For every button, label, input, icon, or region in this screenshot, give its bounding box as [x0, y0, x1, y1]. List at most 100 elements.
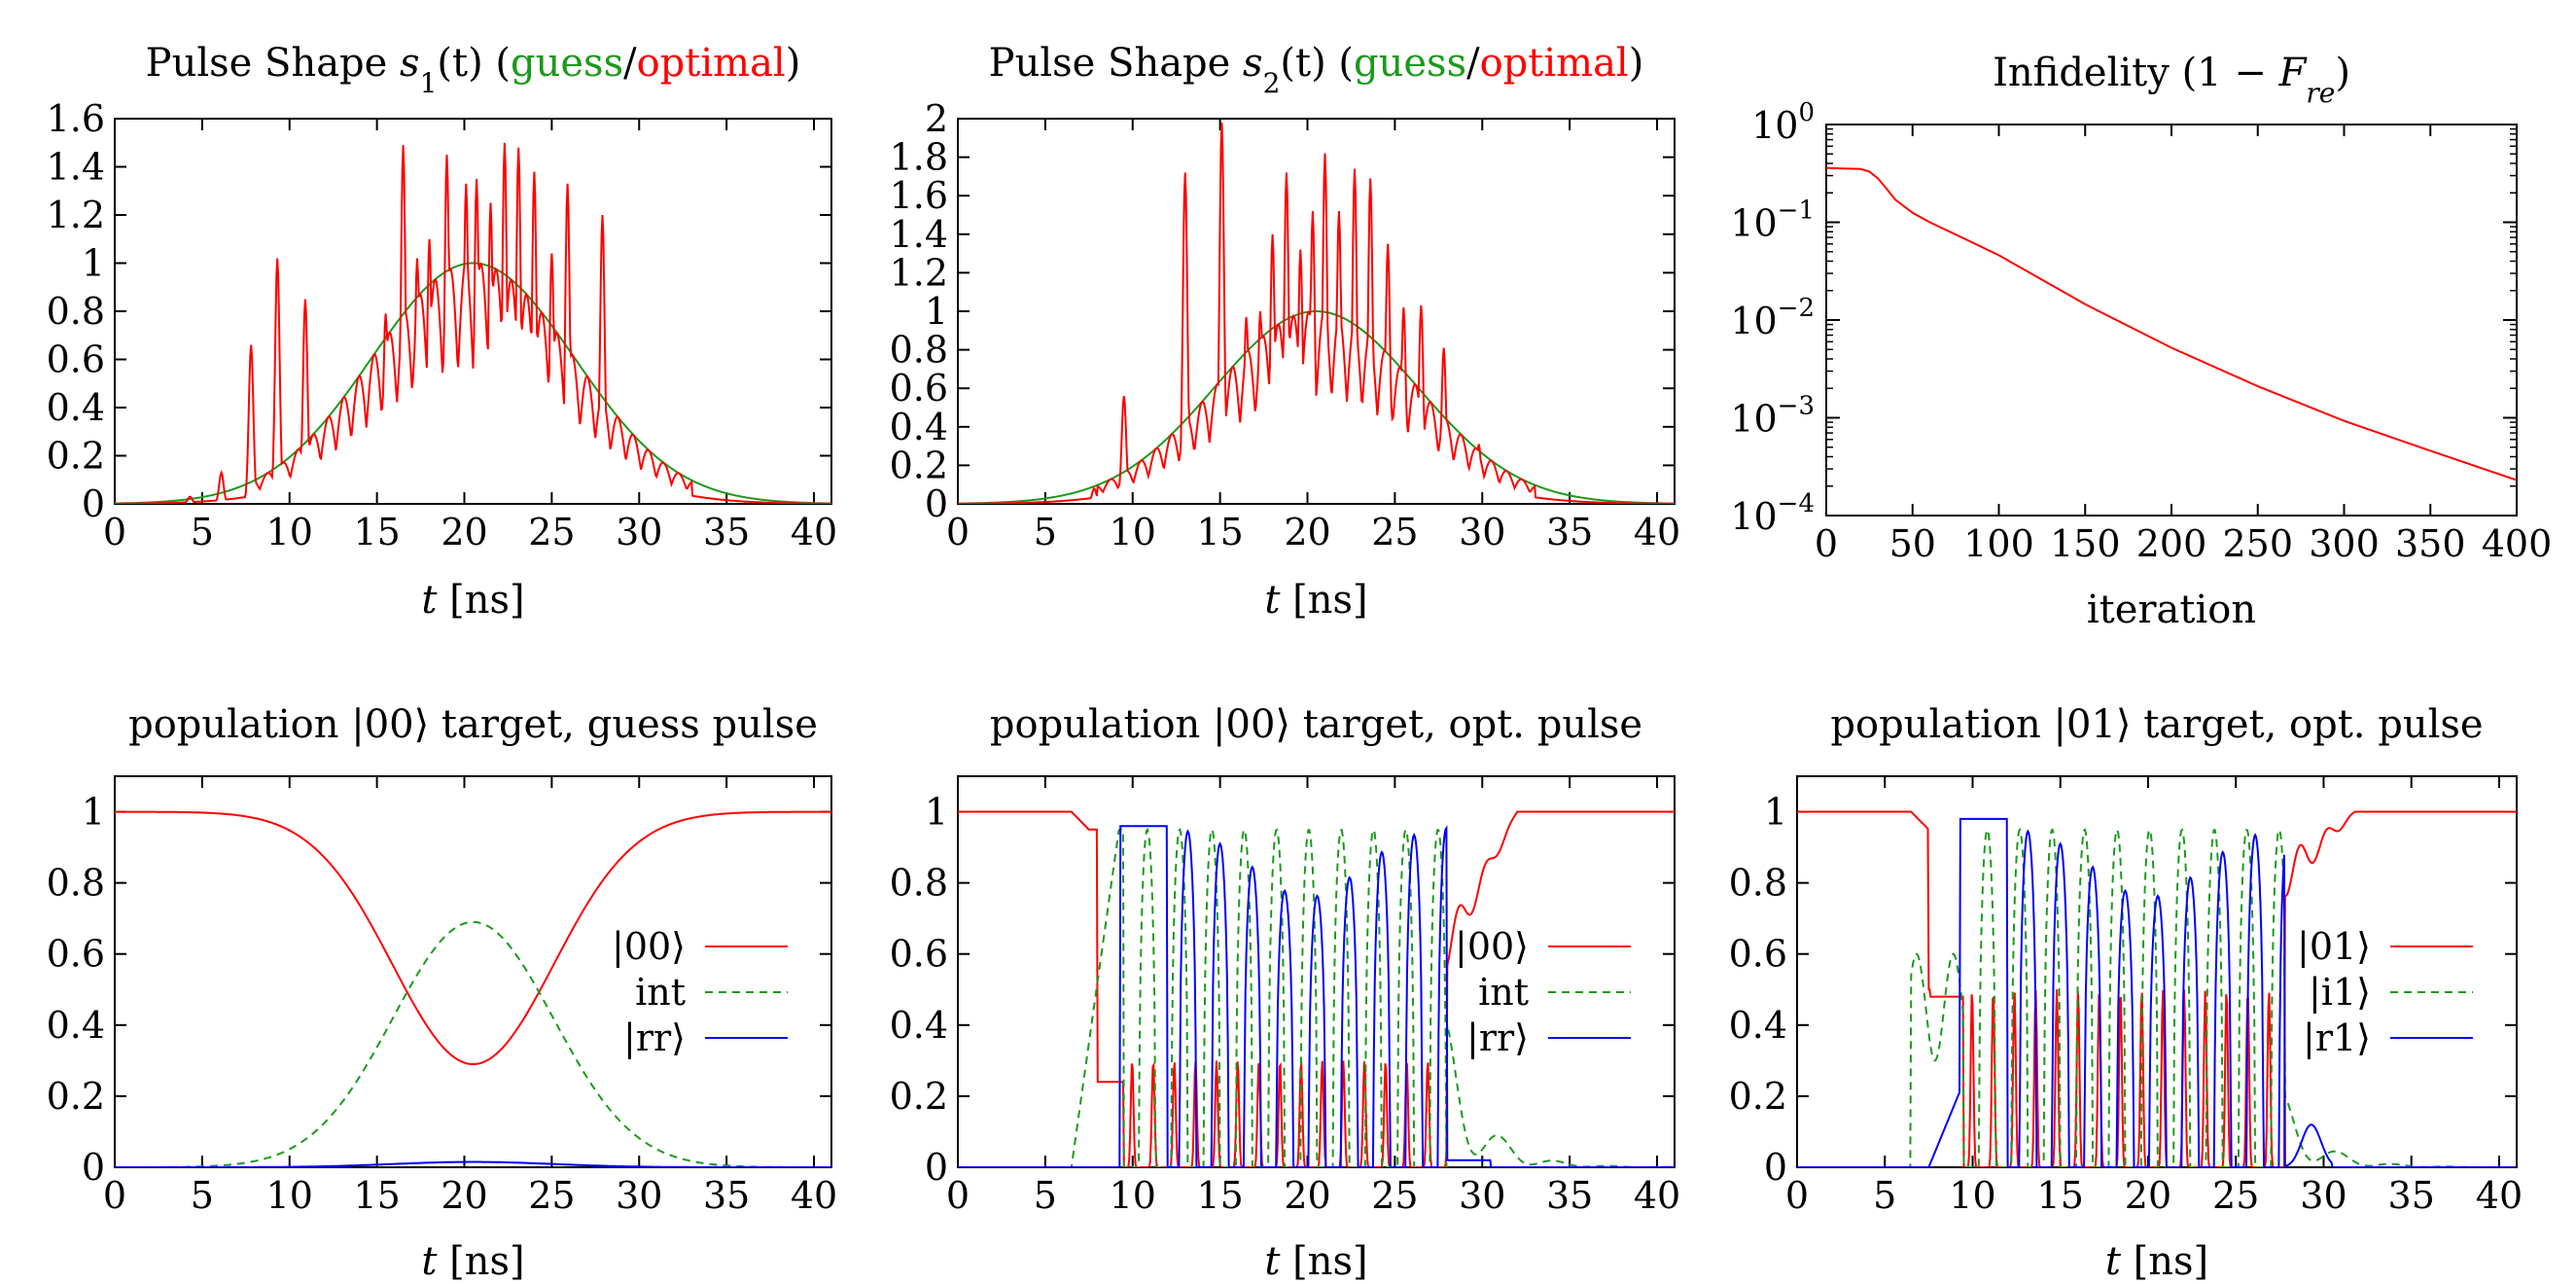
series-line-2 — [115, 920, 831, 1167]
series-line-1 — [958, 810, 1675, 1167]
legend-label: int — [1478, 971, 1529, 1014]
chart-title: population |01⟩ target, opt. pulse — [1830, 702, 2483, 747]
x-tick-label: 5 — [191, 1174, 214, 1217]
y-tick-label: 0 — [82, 1146, 105, 1189]
y-tick-label: 0.4 — [890, 1004, 948, 1047]
x-axis-label: iteration — [2087, 588, 2256, 632]
chart-panel-p6: 0 5 10 15 20 25 30 35 40 0 0.2 0.4 0.6 0.8 1 |01⟩|i1⟩|r… — [1729, 702, 2523, 1284]
x-tick-label: 35 — [703, 1174, 750, 1217]
x-tick-label: 20 — [441, 511, 487, 553]
y-tick-label: 0.6 — [890, 367, 948, 410]
x-tick-label: 25 — [528, 1174, 575, 1217]
chart-panel-p4: 0 5 10 15 20 25 30 35 40 0 0.2 0.4 0.6 0.8 1 |00⟩int|rr… — [47, 702, 838, 1284]
y-tick-label: 0.2 — [47, 1075, 105, 1118]
chart-panel-p2: 0 5 10 15 20 25 30 35 4000.20.40.60.811.21.41.61… — [890, 41, 1681, 623]
y-tick-label: 0 — [925, 1146, 948, 1189]
x-tick-label: 30 — [616, 1174, 662, 1217]
x-tick-label: 15 — [1196, 1174, 1243, 1217]
chart-panel-p3: 0 50 100 150 200 250 300 350 400 10−4 10−3 10−2 10−1… — [1730, 51, 2552, 632]
x-tick-label: 5 — [191, 511, 214, 553]
y-tick-label: 10−4 — [1730, 489, 1815, 538]
x-tick-label: 40 — [1634, 1174, 1680, 1217]
x-tick-label: 25 — [1371, 511, 1418, 553]
x-tick-label: 300 — [2309, 522, 2380, 565]
x-tick-label: 20 — [1284, 1174, 1330, 1217]
x-tick-label: 15 — [353, 511, 400, 553]
x-tick-label: 25 — [528, 511, 575, 553]
x-tick-label: 15 — [353, 1174, 400, 1217]
series-line-1 — [115, 262, 831, 504]
x-tick-label: 20 — [1284, 511, 1330, 553]
x-tick-label: 0 — [946, 1174, 970, 1217]
y-tick-label: 100 — [1751, 98, 1815, 147]
series-line-3 — [1797, 817, 2517, 1167]
legend-label: |rr⟩ — [1466, 1016, 1529, 1059]
legend-label: |r1⟩ — [2303, 1016, 2371, 1059]
x-tick-label: 0 — [946, 511, 970, 553]
x-tick-label: 40 — [791, 1174, 837, 1217]
x-tick-label: 40 — [2476, 1174, 2523, 1217]
x-tick-label: 0 — [1785, 1174, 1809, 1217]
series-line-2 — [1797, 827, 2517, 1167]
x-tick-label: 150 — [2050, 522, 2121, 565]
y-tick-label: 1 — [925, 791, 948, 834]
x-tick-label: 100 — [1963, 522, 2034, 565]
y-tick-label: 0.4 — [47, 386, 105, 429]
y-tick-label: 0.4 — [890, 406, 948, 448]
y-tick-label: 0.6 — [890, 933, 948, 976]
x-tick-label: 10 — [266, 1174, 313, 1217]
x-tick-label: 40 — [1634, 511, 1680, 553]
x-tick-label: 200 — [2136, 522, 2207, 565]
series-line-2 — [115, 142, 831, 504]
y-tick-label: 0.4 — [47, 1004, 105, 1047]
series-line-1 — [115, 810, 831, 1065]
y-tick-label: 0.2 — [47, 435, 105, 478]
y-tick-label: 0 — [925, 482, 948, 525]
x-tick-label: 15 — [2037, 1174, 2084, 1217]
x-axis-label: t [ns] — [421, 578, 524, 623]
y-tick-label: 1.6 — [47, 97, 105, 140]
x-tick-label: 25 — [2212, 1174, 2259, 1217]
y-tick-label: 0.8 — [890, 329, 948, 372]
series-line-1 — [1826, 166, 2517, 482]
y-tick-label: 1.2 — [890, 251, 948, 294]
y-tick-label: 1.8 — [890, 136, 948, 179]
y-tick-label: 0.8 — [890, 862, 948, 905]
y-tick-label: 10−1 — [1730, 196, 1815, 245]
y-tick-label: 1.4 — [47, 146, 105, 189]
y-tick-label: 10−3 — [1730, 392, 1815, 441]
chart-title: population |00⟩ target, opt. pulse — [990, 702, 1642, 747]
y-tick-label: 0.2 — [1729, 1075, 1787, 1118]
legend-label: |01⟩ — [2297, 925, 2371, 968]
x-tick-label: 20 — [2125, 1174, 2171, 1217]
x-tick-label: 5 — [1034, 1174, 1057, 1217]
x-tick-label: 35 — [703, 511, 750, 553]
legend-label: |rr⟩ — [623, 1016, 686, 1059]
x-tick-label: 35 — [1546, 1174, 1593, 1217]
chart-title: Pulse Shape s2(t) (guess/optimal) — [989, 41, 1644, 99]
x-axis-label: t [ns] — [1264, 1239, 1367, 1284]
x-tick-label: 0 — [103, 511, 126, 553]
y-tick-label: 1.6 — [890, 174, 948, 217]
x-tick-label: 30 — [2300, 1174, 2347, 1217]
x-tick-label: 5 — [1034, 511, 1057, 553]
x-tick-label: 30 — [1459, 1174, 1505, 1217]
x-tick-label: 15 — [1196, 511, 1243, 553]
y-tick-label: 0.8 — [47, 862, 105, 905]
legend-label: int — [635, 971, 686, 1014]
x-axis-label: t [ns] — [2105, 1239, 2208, 1284]
chart-title: Infidelity (1 − Fre) — [1993, 51, 2350, 109]
chart-panel-p5: 0 5 10 15 20 25 30 35 40 0 0.2 0.4 0.6 0.8 1 |00⟩int|rr… — [890, 702, 1681, 1284]
y-tick-label: 1 — [82, 791, 105, 834]
y-tick-label: 1.4 — [890, 213, 948, 256]
y-tick-label: 0.2 — [890, 1075, 948, 1118]
chart-panel-p1: 0 5 10 15 20 25 30 35 4000.20.40.60.811.21.41.6P… — [47, 41, 838, 623]
x-tick-label: 25 — [1371, 1174, 1418, 1217]
series-line-1 — [958, 310, 1675, 504]
x-tick-label: 0 — [103, 1174, 126, 1217]
x-tick-label: 350 — [2395, 522, 2466, 565]
x-tick-label: 35 — [1546, 511, 1593, 553]
x-tick-label: 30 — [1459, 511, 1505, 553]
legend-label: |i1⟩ — [2309, 971, 2371, 1014]
x-tick-label: 5 — [1873, 1174, 1896, 1217]
